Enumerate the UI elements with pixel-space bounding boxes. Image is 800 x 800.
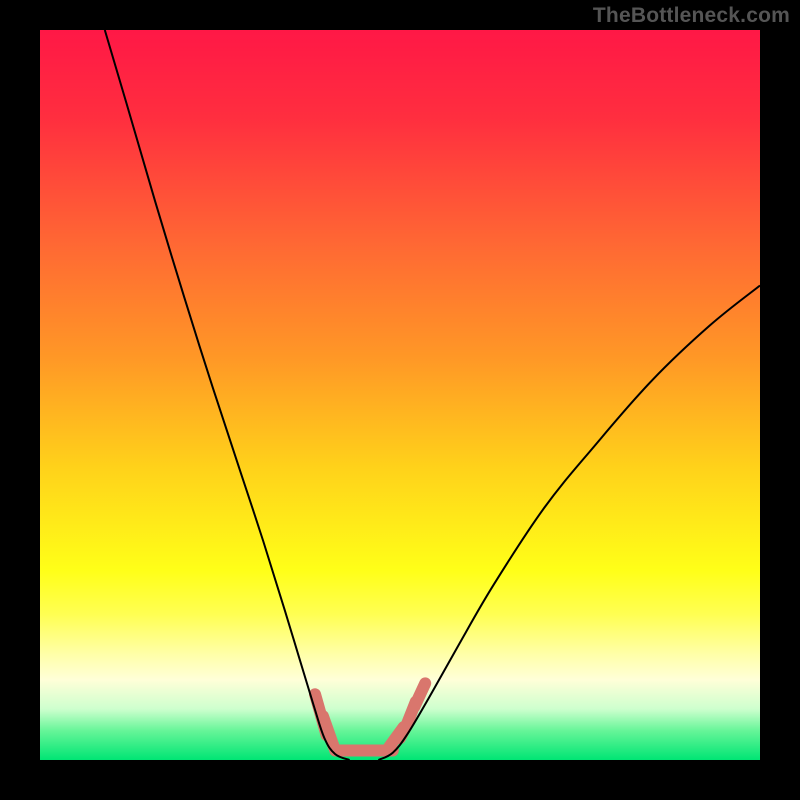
curve-layer [40,30,760,760]
bottom-marks-group [315,683,425,750]
plot-area [40,30,760,760]
curve-right [378,286,760,761]
chart-frame: TheBottleneck.com [0,0,800,800]
curve-left [105,30,350,760]
bottom-mark [323,716,334,747]
bottom-mark [414,683,425,706]
watermark-text: TheBottleneck.com [593,4,790,28]
